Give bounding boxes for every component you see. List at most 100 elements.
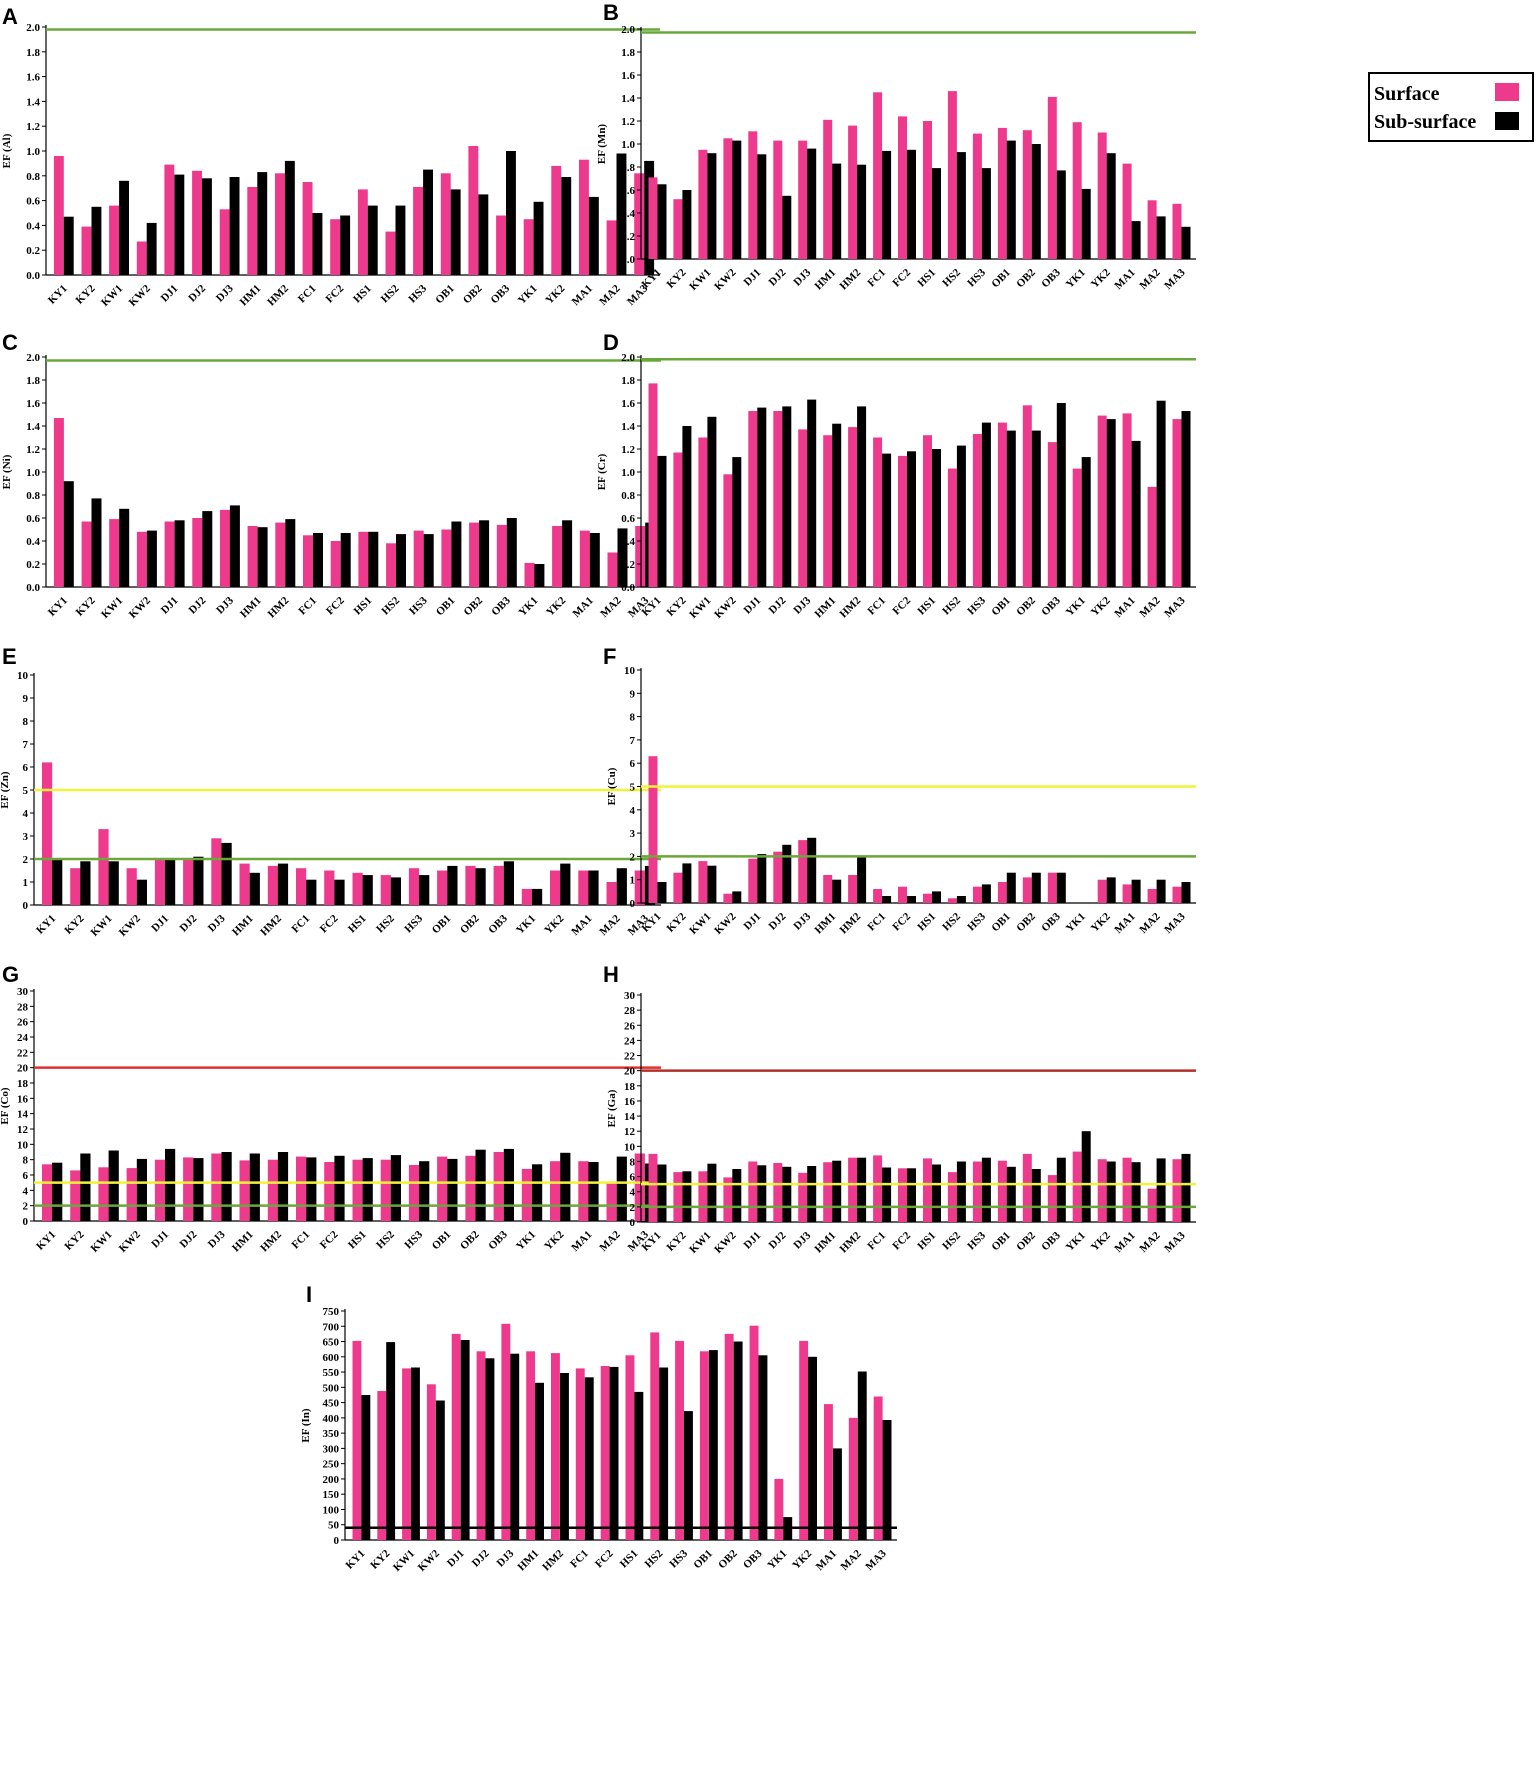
panel-letter-e: E: [2, 644, 17, 669]
category-label: MA1: [1112, 267, 1137, 292]
bar-subsurface: [423, 534, 434, 587]
category-label: OB3: [1039, 1229, 1063, 1253]
category-label: HS1: [346, 1229, 369, 1252]
y-tick-label: 5: [23, 785, 29, 797]
bar-subsurface: [882, 1167, 892, 1222]
y-tick-label: 1.6: [26, 72, 40, 84]
y-tick-label: 30: [624, 990, 636, 1002]
y-tick-label: 22: [17, 1047, 29, 1059]
category-label: YK1: [1064, 595, 1088, 619]
bar-surface: [848, 1157, 858, 1222]
bar-subsurface: [1156, 879, 1166, 903]
y-tick-label: 12: [624, 1126, 636, 1138]
bar-subsurface: [221, 842, 232, 905]
bar-subsurface: [807, 148, 817, 259]
y-tick-label: 0.8: [26, 171, 40, 183]
category-label: DJ2: [177, 1228, 199, 1250]
bar-subsurface: [807, 1166, 817, 1222]
category-label: KW1: [391, 1548, 417, 1574]
bar-surface: [823, 119, 833, 259]
category-label: HS2: [379, 594, 402, 617]
y-tick-label: 1.4: [621, 421, 635, 433]
bar-surface: [923, 893, 932, 903]
category-label: OB2: [458, 912, 482, 936]
category-label: DJ3: [791, 1229, 813, 1251]
bar-subsurface: [174, 174, 185, 275]
bar-subsurface: [707, 416, 717, 587]
y-tick-label: 1.0: [621, 467, 635, 479]
bar-subsurface: [368, 531, 379, 587]
bar-surface: [947, 1172, 957, 1222]
bar-subsurface: [80, 1153, 91, 1221]
bar-surface: [109, 205, 119, 275]
bar-surface: [798, 1172, 808, 1222]
bar-subsurface: [362, 875, 373, 905]
category-label: MA2: [839, 1547, 865, 1573]
bar-subsurface: [478, 194, 489, 275]
bar-subsurface: [807, 837, 817, 903]
bar-subsurface: [91, 498, 102, 587]
bar-subsurface: [91, 206, 102, 275]
bar-surface: [972, 886, 982, 903]
category-label: DJ1: [159, 595, 181, 617]
category-label: MA1: [1112, 1230, 1137, 1255]
bar-subsurface: [616, 868, 627, 905]
category-label: OB2: [461, 282, 485, 306]
category-label: HM2: [837, 1229, 863, 1255]
bar-subsurface: [313, 533, 323, 587]
panel-letter-i: I: [306, 1282, 312, 1307]
y-tick-label: 1.2: [26, 444, 40, 456]
y-tick-label: 9: [23, 693, 29, 705]
category-label: DJ2: [766, 594, 788, 616]
bar-surface: [493, 865, 504, 905]
category-label: MA1: [571, 595, 596, 620]
bar-surface: [873, 437, 883, 587]
category-label: HS2: [940, 594, 963, 617]
category-label: MA3: [1162, 266, 1188, 292]
bar-subsurface: [1131, 221, 1141, 259]
category-label: HS3: [407, 594, 430, 617]
bar-subsurface: [229, 177, 240, 275]
bar-subsurface: [882, 150, 892, 259]
bar-subsurface: [534, 564, 545, 587]
y-tick-label: 1.6: [621, 398, 635, 410]
bar-surface: [493, 1152, 504, 1221]
category-label: OB1: [989, 595, 1013, 619]
bar-surface: [698, 1171, 708, 1222]
category-label: HS3: [667, 1547, 690, 1570]
bar-surface: [898, 886, 907, 903]
bar-surface: [380, 875, 391, 905]
category-label: MA1: [569, 913, 594, 938]
y-tick-label: 1.0: [26, 467, 40, 479]
bar-surface: [1122, 163, 1132, 259]
bar-subsurface: [108, 861, 119, 905]
bar-subsurface: [1106, 153, 1116, 259]
y-tick-label: 2: [630, 1202, 636, 1214]
bar-subsurface: [202, 178, 212, 275]
bar-surface: [496, 524, 507, 587]
y-tick-label: 1.8: [26, 47, 40, 59]
bar-surface: [947, 91, 957, 259]
category-label: KY1: [343, 1548, 367, 1572]
bar-surface: [625, 1355, 635, 1540]
panel-d: D 0.0 0.2 0.4 0.6 0.8 1.0 1.2 1.4 1.6 1.8 2.0 EF (Cr…: [596, 330, 1196, 621]
category-label: MA2: [598, 594, 624, 620]
category-label: DJ1: [445, 1548, 467, 1570]
y-tick-label: 14: [17, 1109, 29, 1121]
category-label: FC2: [890, 594, 913, 617]
category-label: HM1: [813, 1230, 839, 1256]
y-tick-label: 2: [23, 854, 29, 866]
bar-surface: [437, 1156, 448, 1221]
bar-subsurface: [221, 1152, 232, 1221]
bar-subsurface: [956, 152, 966, 259]
bar-surface: [70, 1170, 81, 1221]
bar-surface: [521, 1168, 532, 1221]
bar-subsurface: [306, 879, 317, 905]
y-tick-label: 28: [17, 1001, 29, 1013]
category-label: HS1: [915, 911, 938, 934]
bar-surface: [303, 535, 313, 588]
category-label: HM2: [837, 910, 863, 936]
panel-i: I 0 50 100 150 200 250 300 350 400 450 500 550 600 650…: [300, 1282, 897, 1574]
bar-surface: [898, 116, 907, 260]
bar-surface: [699, 1351, 709, 1540]
